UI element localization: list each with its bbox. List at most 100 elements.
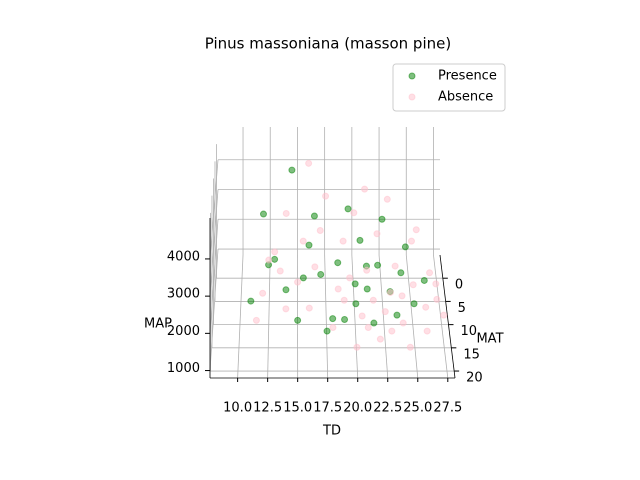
- data-point: [352, 300, 360, 308]
- data-point: [423, 327, 431, 335]
- y-tick-label: 10: [460, 324, 477, 339]
- data-point: [252, 316, 260, 324]
- grid-line: [405, 254, 419, 379]
- grid-line: [378, 254, 389, 379]
- data-point: [388, 327, 396, 335]
- data-point: [397, 269, 405, 277]
- data-point: [374, 261, 382, 269]
- data-point: [398, 292, 406, 300]
- data-point: [407, 237, 415, 245]
- data-point: [294, 316, 302, 324]
- data-point: [317, 270, 325, 278]
- data-point: [440, 311, 448, 319]
- data-point: [393, 311, 401, 319]
- data-point: [247, 297, 255, 305]
- z-tick-label: 3000: [167, 287, 200, 302]
- data-point: [433, 295, 441, 303]
- z-axis-label: MAP: [144, 317, 172, 332]
- back-pane: [218, 127, 440, 255]
- data-point: [329, 315, 337, 323]
- data-point: [383, 195, 391, 203]
- data-point: [299, 274, 307, 282]
- data-point: [334, 259, 342, 267]
- x-tick-label: 15.0: [283, 401, 312, 416]
- data-point: [276, 267, 284, 275]
- data-point: [259, 210, 267, 218]
- data-point: [310, 212, 318, 220]
- data-point: [369, 296, 377, 304]
- data-point: [340, 296, 348, 304]
- x-tick-label: 10.0: [223, 401, 252, 416]
- data-point: [282, 209, 290, 217]
- y-tick-label: 20: [466, 371, 483, 386]
- x-tick-label: 25.0: [403, 401, 432, 416]
- data-point: [265, 256, 273, 264]
- x-tick-label: 12.5: [253, 401, 282, 416]
- data-point: [420, 276, 428, 284]
- x-tick-label: 20.0: [343, 401, 372, 416]
- y-axis: [439, 254, 456, 379]
- data-point: [305, 241, 313, 249]
- data-point: [363, 285, 371, 293]
- data-point: [373, 230, 381, 238]
- z-tick-label: 2000: [167, 324, 200, 339]
- grid-line: [209, 189, 219, 297]
- data-point: [406, 343, 414, 351]
- data-point: [305, 304, 313, 312]
- data-point: [305, 159, 313, 167]
- data-point: [299, 237, 307, 245]
- data-point: [399, 319, 407, 327]
- y-tick-label: 0: [455, 278, 463, 293]
- grid-line: [209, 219, 219, 334]
- data-point: [364, 324, 372, 332]
- data-point: [376, 335, 384, 343]
- data-point: [282, 286, 290, 294]
- chart-title: Pinus massoniana (masson pine): [205, 35, 451, 53]
- grid-line: [237, 254, 244, 379]
- data-point: [356, 236, 364, 244]
- data-point: [391, 262, 399, 270]
- data-point: [316, 226, 324, 234]
- data-point: [322, 192, 330, 200]
- data-point: [432, 280, 440, 288]
- data-point: [409, 281, 417, 289]
- data-point: [339, 237, 347, 245]
- x-tick-label: 22.5: [373, 401, 402, 416]
- legend-label: Presence: [438, 69, 497, 84]
- y-axis-label: MAT: [476, 332, 503, 347]
- data-point: [422, 303, 430, 311]
- data-point: [288, 166, 296, 174]
- data-point: [346, 274, 354, 282]
- grid-line: [351, 254, 359, 379]
- data-point: [386, 288, 394, 296]
- data-point: [361, 185, 369, 193]
- data-point: [271, 248, 279, 256]
- data-point: [294, 278, 302, 286]
- grid-line: [267, 254, 271, 379]
- data-point: [341, 316, 349, 324]
- x-axis-label: TD: [322, 424, 341, 439]
- x-tick-label: 17.5: [313, 401, 342, 416]
- data-point: [381, 308, 389, 316]
- data-point: [311, 263, 319, 271]
- data-point: [351, 280, 359, 288]
- data-point: [350, 209, 358, 217]
- data-point: [358, 312, 366, 320]
- data-point: [323, 327, 331, 335]
- data-point: [370, 319, 378, 327]
- z-tick-label: 4000: [167, 249, 200, 264]
- data-point: [401, 243, 409, 251]
- data-point: [259, 289, 267, 297]
- data-point: [353, 343, 361, 351]
- grid-line: [209, 249, 219, 371]
- data-point: [426, 269, 434, 277]
- legend-marker: [408, 72, 416, 80]
- legend-marker: [408, 93, 416, 101]
- grid-line: [209, 159, 219, 259]
- x-tick-label: 27.5: [433, 401, 462, 416]
- legend-box: [392, 63, 506, 112]
- data-point: [410, 300, 418, 308]
- data-point: [378, 215, 386, 223]
- y-tick-label: 5: [458, 301, 466, 316]
